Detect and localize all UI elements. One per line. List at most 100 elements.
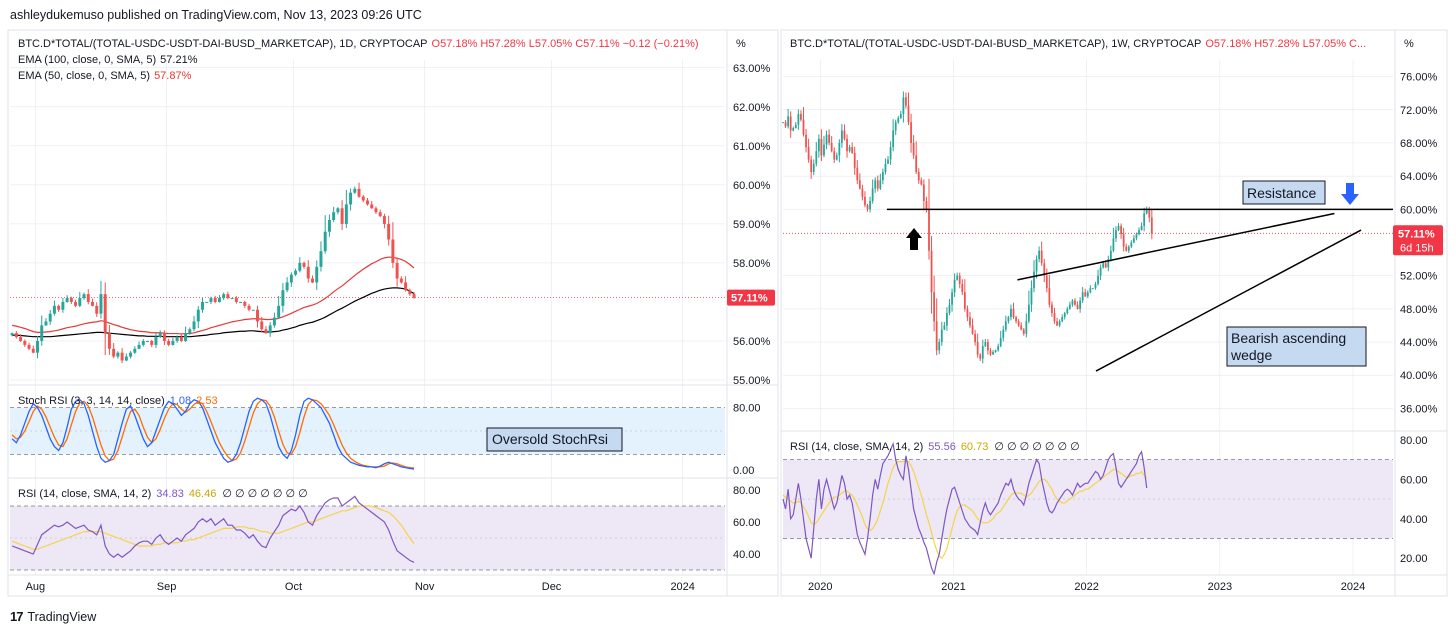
right-candle-body xyxy=(820,138,823,156)
left-ema100-legend: EMA (100, close, 0, SMA, 5) 57.21% xyxy=(18,54,198,66)
left-candle-body xyxy=(52,305,56,314)
left-price-tick-label: 61.00% xyxy=(733,141,771,153)
left-time-tick-label: Nov xyxy=(415,581,435,593)
left-candle-body xyxy=(302,262,306,267)
right-candle-body xyxy=(787,116,790,127)
left-candle-body xyxy=(86,294,90,302)
left-ema100-line xyxy=(12,287,415,338)
right-price-tick-label: 44.00% xyxy=(1400,337,1438,349)
left-candle-body xyxy=(412,294,416,298)
right-candle-body xyxy=(833,151,836,160)
right-candle-body xyxy=(963,292,966,309)
left-rsi-legend: RSI (14, close, SMA, 14, 2) 34.83 46.46 ∅ ∅… xyxy=(18,488,308,500)
left-candle-body xyxy=(327,220,331,232)
right-candle-body xyxy=(1145,209,1148,214)
right-candle-body xyxy=(1140,225,1143,231)
right-candle-body xyxy=(958,275,961,284)
right-candle-body xyxy=(989,350,992,355)
right-candle-body xyxy=(1030,288,1033,305)
right-axes: 76.00% 72.00% 68.00% 64.00% 60.00% 52.00% 48.0… xyxy=(781,30,1447,596)
right-time-tick-label: 2024 xyxy=(1341,581,1365,593)
right-candle-body xyxy=(1132,238,1135,243)
left-candle-body xyxy=(277,305,281,318)
left-candle-body xyxy=(366,200,369,205)
right-candle-body xyxy=(853,152,856,168)
right-candle-body xyxy=(807,147,810,160)
left-candle-body xyxy=(116,352,120,357)
right-price-tag-countdown: 6d 15h xyxy=(1400,242,1434,254)
resistance-annotation-box[interactable] xyxy=(1242,180,1326,205)
left-unit-label: % xyxy=(736,38,746,50)
right-candle-body xyxy=(1053,313,1056,322)
right-price-tag-label: 57.11% xyxy=(1398,228,1435,240)
right-candle-body xyxy=(943,325,946,330)
right-candle-body xyxy=(969,317,971,326)
right-candle-body xyxy=(830,142,833,152)
left-time-tick-label: Oct xyxy=(285,581,302,593)
right-rsi-tick-label: 20.00 xyxy=(1400,553,1428,565)
left-candle-body xyxy=(120,352,124,361)
left-candle-body xyxy=(78,298,82,306)
left-candle-body xyxy=(171,340,175,345)
left-candle-body xyxy=(184,333,188,341)
right-candle-body xyxy=(1117,225,1120,231)
left-candle-body xyxy=(107,333,111,349)
right-candle-body xyxy=(1040,250,1043,264)
left-rsi-tick-label: 60.00 xyxy=(733,517,761,529)
right-candle-body xyxy=(879,180,882,189)
right-candle-body xyxy=(864,196,866,206)
left-panel-frame xyxy=(7,29,779,597)
left-candle-body xyxy=(319,251,323,267)
left-candle-body xyxy=(387,223,391,240)
right-candle-body xyxy=(935,321,938,351)
left-candle-body xyxy=(298,262,302,271)
right-candle-body xyxy=(1066,308,1069,314)
left-candle-body xyxy=(57,305,61,310)
left-time-tick-label: Aug xyxy=(26,581,46,593)
right-candle-body xyxy=(892,130,895,148)
left-candle-body xyxy=(154,337,158,345)
left-candle-body xyxy=(357,188,361,197)
wedge-upper-trendline xyxy=(1017,212,1335,281)
right-candle-body xyxy=(1076,304,1079,309)
right-candle-body xyxy=(843,130,846,139)
right-price-tick-label: 76.00% xyxy=(1400,72,1438,84)
wedge-annotation-line-1: Bearish ascending xyxy=(1231,330,1346,346)
left-candle-body xyxy=(48,313,52,322)
right-candle-body xyxy=(1097,275,1099,284)
wedge-annotation-box[interactable] xyxy=(1226,326,1367,367)
left-candle-body xyxy=(344,204,348,224)
right-candle-body xyxy=(794,124,797,129)
right-candle-body xyxy=(1017,321,1020,326)
wedge-annotation-line-2: wedge xyxy=(1230,347,1272,363)
right-candle-body xyxy=(933,292,936,322)
left-candle-body xyxy=(361,196,365,201)
right-candle-body xyxy=(1071,300,1074,305)
right-candle-body xyxy=(912,142,915,156)
left-candle-body xyxy=(179,337,183,341)
oversold-annotation-box[interactable] xyxy=(486,427,623,452)
right-candle-body xyxy=(1135,234,1138,239)
right-candle-body xyxy=(812,163,815,172)
left-rsi-line xyxy=(11,495,415,563)
left-rsi-pane xyxy=(10,495,725,571)
left-price-tick-label: 55.00% xyxy=(733,375,771,387)
left-candle-body xyxy=(31,348,35,353)
right-candle-body xyxy=(920,180,923,185)
left-price-tick-label: 62.00% xyxy=(733,102,771,114)
right-candle-body xyxy=(915,155,918,172)
left-candle-body xyxy=(23,340,27,345)
right-candle-body xyxy=(1092,288,1094,290)
right-candle-body xyxy=(1004,321,1007,330)
right-rsi-tick-label: 80.00 xyxy=(1400,435,1428,447)
left-candle-body xyxy=(112,348,116,357)
left-axes: 63.00% 62.00% 61.00% 60.00% 59.00% 58.00% 56.0… xyxy=(8,30,778,596)
left-candle-body xyxy=(74,301,78,306)
right-candle-body xyxy=(841,130,843,143)
right-candle-body xyxy=(1107,259,1110,268)
right-candle-body xyxy=(1051,304,1053,314)
right-price-tick-label: 64.00% xyxy=(1400,171,1438,183)
right-price-tick-label: 72.00% xyxy=(1400,105,1438,117)
left-candle-body xyxy=(239,301,243,303)
wedge-lower-trendline xyxy=(1095,229,1362,372)
